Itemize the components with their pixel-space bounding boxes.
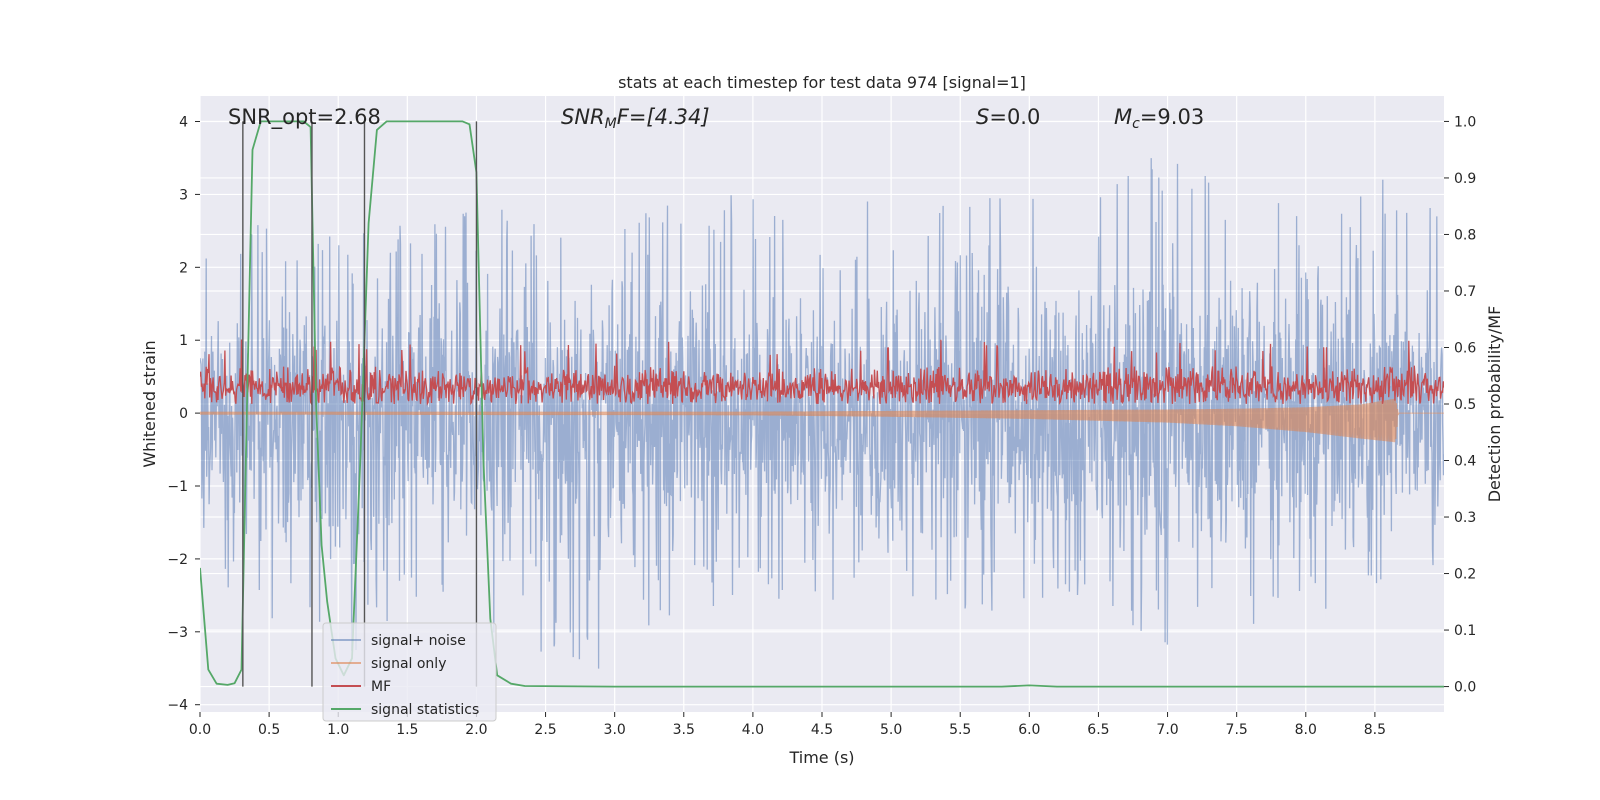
x-tick-label-17: 8.5 <box>1364 722 1386 738</box>
yl-tick-label-7: 3 <box>179 187 188 203</box>
snr-mf-base: SNR <box>561 105 605 129</box>
y-axis-label-right: Detection probability/MF <box>1485 306 1504 503</box>
x-tick-label-11: 5.5 <box>949 722 971 738</box>
yr-tick-label-9: 0.9 <box>1454 171 1476 187</box>
x-tick-label-8: 4.0 <box>742 722 764 738</box>
snr-mf-rest: F=[4.34] <box>617 105 710 129</box>
yl-tick-label-3: −1 <box>167 479 188 495</box>
yr-tick-label-10: 1.0 <box>1454 114 1476 130</box>
series-signal-plus-noise <box>200 158 1444 669</box>
s-value: =0.0 <box>989 105 1040 129</box>
legend: signal+ noise signal only MF signal stat… <box>322 622 497 722</box>
yr-tick-label-7: 0.7 <box>1454 284 1476 300</box>
x-axis-ticks: 0.0 0.5 1.0 1.5 2.0 2.5 3.0 3.5 4.0 4.5 5.0 5.5 6.0 6… <box>189 712 1386 738</box>
annotation-snr-mf: SNRMF=[4.34] <box>561 105 710 132</box>
annotation-snr-opt: SNR_opt=2.68 <box>228 105 381 130</box>
x-tick-label-12: 6.0 <box>1018 722 1040 738</box>
vertical-markers <box>242 121 478 687</box>
yl-tick-label-2: −2 <box>167 552 188 568</box>
right-axis-ticks: 0.0 0.1 0.2 0.3 0.4 0.5 0.6 0.7 0.8 0.9 1.0 <box>1444 114 1476 696</box>
yr-tick-label-3: 0.3 <box>1454 510 1476 526</box>
line-signal-statistics <box>200 120 1444 688</box>
yr-tick-label-0: 0.0 <box>1454 680 1476 696</box>
left-axis-ticks: −4 −3 −2 −1 0 1 2 3 4 <box>167 115 200 714</box>
x-tick-label-10: 5.0 <box>880 722 902 738</box>
annotation-mc: Mc=9.03 <box>1114 105 1204 132</box>
line-signal-only <box>200 398 1444 443</box>
annotation-s: S=0.0 <box>976 105 1040 129</box>
mc-value: =9.03 <box>1140 105 1204 129</box>
series-mf <box>200 339 1444 406</box>
mc-sub: c <box>1132 116 1140 132</box>
x-tick-label-5: 2.5 <box>534 722 556 738</box>
y-axis-label-left: Whitened strain <box>140 340 159 467</box>
yl-tick-label-1: −3 <box>167 625 188 641</box>
yr-tick-label-1: 0.1 <box>1454 623 1476 639</box>
series-signal-only <box>200 398 1444 443</box>
yr-tick-label-6: 0.6 <box>1454 340 1476 356</box>
x-tick-label-7: 3.5 <box>673 722 695 738</box>
yl-tick-label-4: 0 <box>179 406 188 422</box>
legend-label-signal-plus-noise: signal+ noise <box>371 633 466 649</box>
x-tick-label-16: 8.0 <box>1295 722 1317 738</box>
chart-title: stats at each timestep for test data 974… <box>618 73 1026 92</box>
mc-base: M <box>1114 105 1132 129</box>
legend-label-mf: MF <box>371 679 391 695</box>
yl-tick-label-0: −4 <box>167 698 188 714</box>
legend-label-signal-statistics: signal statistics <box>371 702 479 718</box>
yr-tick-label-4: 0.4 <box>1454 454 1476 470</box>
x-tick-label-14: 7.0 <box>1156 722 1178 738</box>
x-tick-label-4: 2.0 <box>465 722 487 738</box>
x-tick-label-13: 6.5 <box>1087 722 1109 738</box>
legend-box <box>322 622 497 722</box>
yl-tick-label-6: 2 <box>179 260 188 276</box>
yr-tick-label-5: 0.5 <box>1454 397 1476 413</box>
x-tick-label-15: 7.5 <box>1226 722 1248 738</box>
plot-area <box>199 96 1444 712</box>
x-tick-label-0: 0.0 <box>189 722 211 738</box>
yl-tick-label-5: 1 <box>179 333 188 349</box>
snr-mf-sub: M <box>605 116 617 132</box>
line-signal-plus-noise <box>200 158 1444 669</box>
s-symbol: S <box>976 105 989 129</box>
yl-tick-label-8: 4 <box>179 115 188 131</box>
x-tick-label-2: 1.0 <box>327 722 349 738</box>
yr-tick-label-8: 0.8 <box>1454 227 1476 243</box>
x-tick-label-1: 0.5 <box>258 722 280 738</box>
x-tick-label-6: 3.0 <box>604 722 626 738</box>
series-signal-statistics <box>200 120 1444 688</box>
yr-tick-label-2: 0.2 <box>1454 567 1476 583</box>
legend-label-signal-only: signal only <box>371 656 446 672</box>
line-mf <box>200 339 1444 406</box>
x-axis-label: Time (s) <box>788 748 854 767</box>
x-tick-label-9: 4.5 <box>811 722 833 738</box>
x-tick-label-3: 1.5 <box>396 722 418 738</box>
